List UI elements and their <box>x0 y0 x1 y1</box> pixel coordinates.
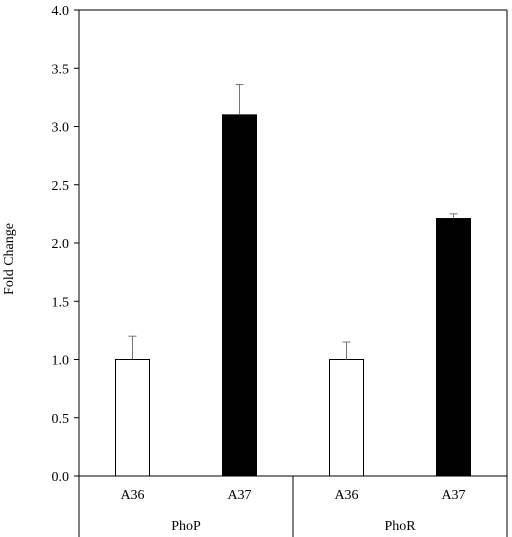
y-tick-label: 2.0 <box>52 237 70 252</box>
x-group-label: PhoP <box>171 519 201 534</box>
bar-phop-a36 <box>115 359 150 477</box>
bar-phop-a37 <box>222 114 257 477</box>
y-tick-label: 0.5 <box>52 412 70 427</box>
bar-phor-a37 <box>436 218 471 477</box>
x-category-label: A37 <box>227 488 251 503</box>
y-tick-label: 1.0 <box>52 354 70 369</box>
y-axis-label: Fold Change <box>2 223 17 295</box>
x-category-label: A36 <box>120 488 144 503</box>
x-category-label: A37 <box>441 488 465 503</box>
y-tick-label: 2.5 <box>52 179 70 194</box>
bar-phor-a36 <box>329 359 364 477</box>
y-tick-label: 3.0 <box>52 121 70 136</box>
x-group-label: PhoR <box>384 519 416 534</box>
y-tick-label: 4.0 <box>52 4 70 19</box>
y-tick-label: 3.5 <box>52 62 70 77</box>
x-category-label: A36 <box>334 488 358 503</box>
y-tick-label: 0.0 <box>52 470 70 485</box>
y-tick-label: 1.5 <box>52 295 70 310</box>
